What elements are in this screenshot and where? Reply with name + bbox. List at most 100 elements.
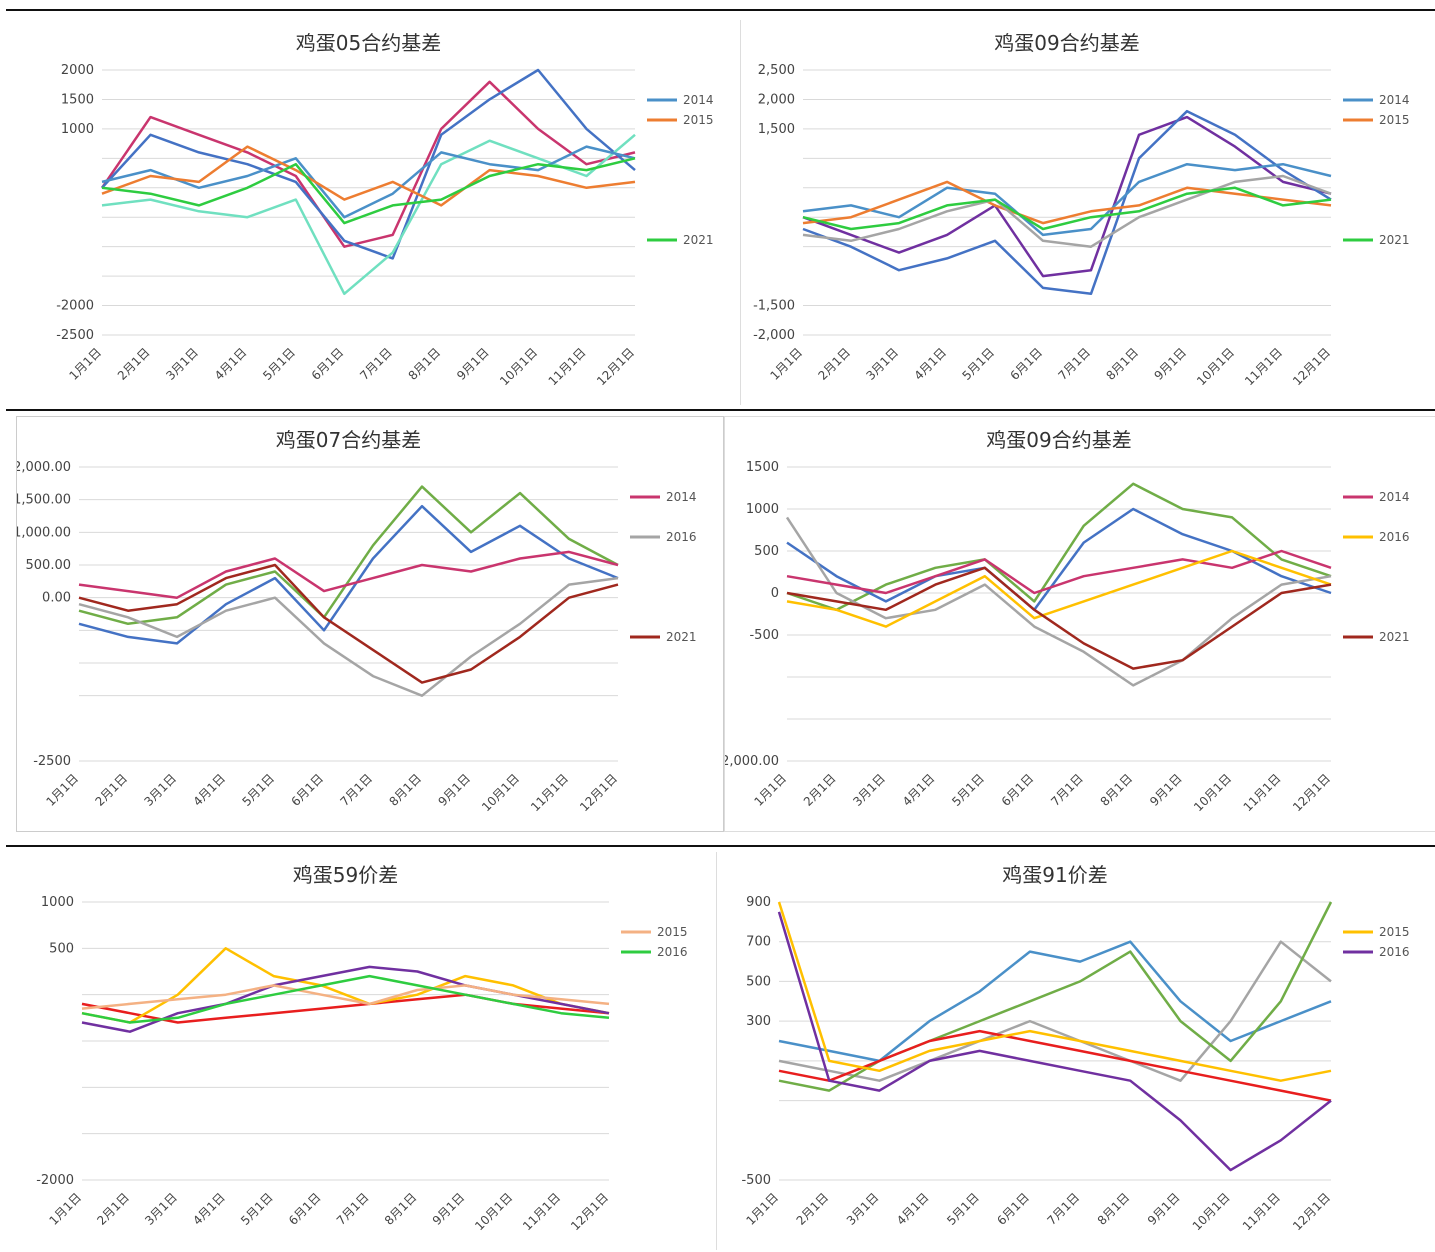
x-tick-label: 3月1日 [844, 1190, 882, 1228]
legend-label-2021: 2021 [683, 233, 714, 247]
x-tick-label: 1月1日 [66, 345, 104, 383]
x-tick-label: 12月1日 [1290, 771, 1333, 814]
chart-svg: 鸡蛋05合约基差 2000 1500 1000 -2000 -2500 1月1日 2月1日 3月… [56, 31, 714, 388]
x-tick-label: 7月1日 [357, 345, 395, 383]
series-line-unnamed-0 [786, 482, 1332, 612]
x-tick-label: 3月1日 [863, 345, 901, 383]
legend-label-2016: 2016 [1379, 530, 1410, 544]
y-tick-label: 500 [754, 544, 779, 559]
x-tick-label: 1月1日 [751, 771, 789, 809]
series-line-2021 [786, 566, 1332, 670]
x-tick-label: 4月1日 [900, 771, 938, 809]
x-tick-label: 5月1日 [239, 771, 277, 809]
x-tick-label: 11月1日 [1240, 1190, 1283, 1233]
divider-row-1 [6, 409, 1435, 411]
legend-label-2015: 2015 [657, 925, 688, 939]
x-tick-label: 4月1日 [190, 1190, 228, 1228]
series-line-2014 [78, 550, 619, 599]
y-tick-label: 500.00 [26, 558, 72, 573]
x-tick-label: 1月1日 [46, 1190, 84, 1228]
series-line-unnamed-3 [778, 1029, 1332, 1102]
chart-title: 鸡蛋09合约基差 [986, 428, 1131, 452]
x-tick-label: 3月1日 [141, 771, 179, 809]
x-tick-label: 6月1日 [309, 345, 347, 383]
chart-title: 鸡蛋09合约基差 [994, 31, 1139, 55]
x-tick-label: 6月1日 [288, 771, 326, 809]
x-tick-label: 9月1日 [435, 771, 473, 809]
chart-svg: 鸡蛋59价差 1000 500 -2000 1月1日 2月1日 3月1日 4月1日 5月1日 6月… [36, 863, 688, 1233]
top-divider [6, 9, 1435, 11]
legend-label-2021: 2021 [1379, 233, 1410, 247]
y-tick-label: 2,000 [758, 92, 795, 107]
legend-label-2015: 2015 [1379, 113, 1410, 127]
chart-title: 鸡蛋91价差 [1002, 863, 1107, 887]
series-line-unnamed-1 [78, 504, 619, 645]
x-tick-label: 8月1日 [1095, 1190, 1133, 1228]
chart-egg-09-basis-middle: 鸡蛋09合约基差 1500 1000 500 0 -500 -2,000.00 1月1日 2月1… [724, 416, 1435, 832]
y-tick-label: -500 [741, 1173, 771, 1188]
x-tick-label: 2月1日 [801, 771, 839, 809]
y-tick-label: 2000 [61, 63, 94, 78]
series-line-unnamed-1 [802, 109, 1332, 296]
x-tick-label: 7月1日 [334, 1190, 372, 1228]
y-tick-label: 300 [746, 1014, 771, 1029]
x-tick-label: 9月1日 [454, 345, 492, 383]
x-tick-label: 3月1日 [163, 345, 201, 383]
x-tick-label: 12月1日 [1290, 345, 1333, 388]
y-tick-label: 500 [49, 941, 74, 956]
x-tick-label: 5月1日 [949, 771, 987, 809]
y-tick-label: 1,500 [758, 122, 795, 137]
x-tick-label: 6月1日 [994, 1190, 1032, 1228]
chart-svg: 鸡蛋09合约基差 2,500 2,000 1,500 -1,500 -2,000 1月1日 2… [753, 31, 1410, 388]
y-tick-label: 1500 [61, 92, 94, 107]
x-tick-label: 5月1日 [944, 1190, 982, 1228]
legend-label-2016: 2016 [666, 530, 697, 544]
x-tick-label: 9月1日 [1147, 771, 1185, 809]
x-tick-label: 2月1日 [94, 1190, 132, 1228]
x-tick-label: 12月1日 [577, 771, 620, 814]
chart-egg-59-spread: 鸡蛋59价差 1000 500 -2000 1月1日 2月1日 3月1日 4月1日 5月1日 6月… [20, 852, 714, 1250]
series-line-2021 [101, 157, 636, 225]
series-line-2016 [786, 549, 1332, 628]
x-tick-label: 2月1日 [115, 345, 153, 383]
x-tick-label: 11月1日 [1241, 771, 1284, 814]
series-line-unnamed-0 [78, 485, 619, 626]
x-tick-label: 7月1日 [337, 771, 375, 809]
y-tick-label: 0.00 [42, 591, 71, 606]
x-tick-label: 6月1日 [1007, 345, 1045, 383]
x-tick-label: 10月1日 [1191, 771, 1234, 814]
series-line-unnamed-1 [101, 68, 636, 260]
chart-svg: 鸡蛋07合约基差 2,000.00 1,500.00 1,000.00 500.00 0.… [17, 428, 697, 814]
y-tick-label: 2,000.00 [17, 460, 71, 475]
series-line-unnamed-4 [802, 174, 1332, 248]
series-line-2016 [81, 974, 610, 1024]
series-line-unnamed-2 [785, 516, 1332, 687]
x-tick-label: 8月1日 [1098, 771, 1136, 809]
x-tick-label: 10月1日 [497, 345, 540, 388]
legend-label-2016: 2016 [657, 945, 688, 959]
x-tick-label: 4月1日 [911, 345, 949, 383]
series-line-2015 [802, 180, 1332, 225]
chart-svg: 鸡蛋09合约基差 1500 1000 500 0 -500 -2,000.00 1月1日 2月1… [725, 428, 1410, 814]
x-tick-label: 6月1日 [999, 771, 1037, 809]
chart-title: 鸡蛋07合约基差 [276, 428, 421, 452]
series-line-2021 [802, 186, 1332, 231]
y-tick-label: 900 [746, 895, 771, 910]
x-tick-label: 3月1日 [142, 1190, 180, 1228]
x-tick-label: 2月1日 [92, 771, 130, 809]
x-tick-label: 8月1日 [1103, 345, 1141, 383]
series-line-2016 [78, 576, 619, 697]
y-tick-label: -2500 [33, 754, 71, 769]
chart-egg-07-basis: 鸡蛋07合约基差 2,000.00 1,500.00 1,000.00 500.00 0.… [16, 416, 724, 832]
legend-label-2014: 2014 [1379, 490, 1410, 504]
chart-egg-05-basis: 鸡蛋05合约基差 2000 1500 1000 -2000 -2500 1月1日 2月1日 3月… [40, 20, 740, 405]
legend-label-2021: 2021 [666, 630, 697, 644]
y-tick-label: 500 [746, 974, 771, 989]
x-tick-label: 9月1日 [430, 1190, 468, 1228]
y-tick-label: -2,000 [753, 328, 795, 343]
series-line-2015 [777, 901, 1332, 1082]
chart-title: 鸡蛋59价差 [293, 863, 398, 887]
x-tick-label: 9月1日 [1145, 1190, 1183, 1228]
y-tick-label: 1500 [746, 460, 779, 475]
x-tick-label: 7月1日 [1055, 345, 1093, 383]
